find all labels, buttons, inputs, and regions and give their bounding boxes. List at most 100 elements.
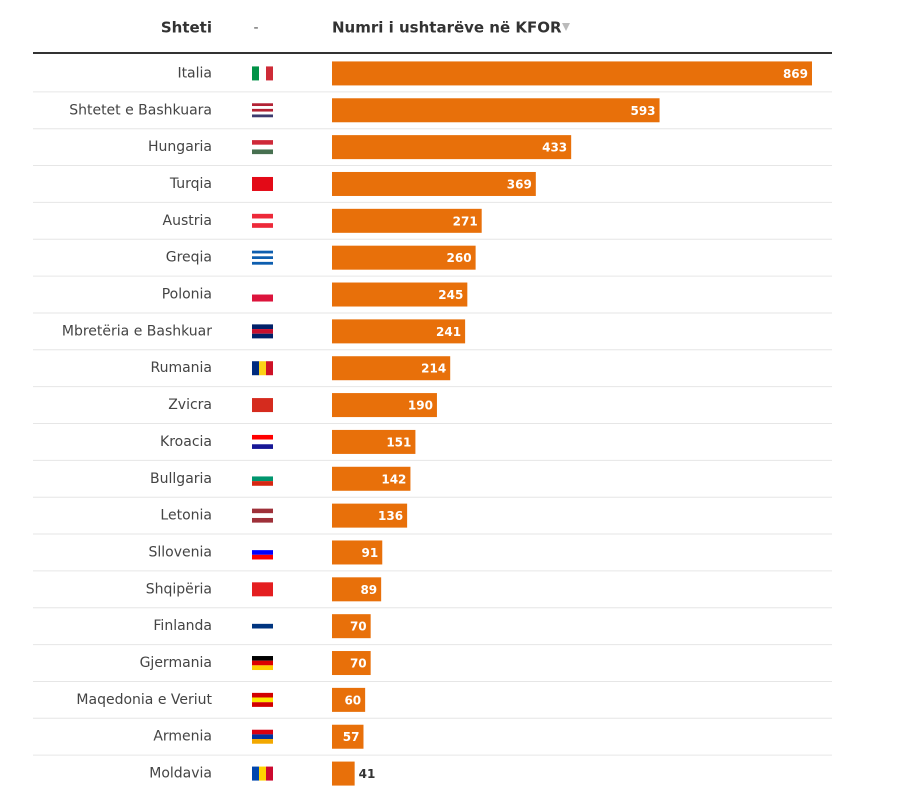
country-name: Greqia xyxy=(166,250,212,266)
column-header: - xyxy=(253,20,258,36)
bar xyxy=(332,429,416,454)
country-name: Armenia xyxy=(153,729,212,745)
bar xyxy=(332,651,371,676)
flag xyxy=(252,628,273,634)
flag xyxy=(252,253,273,257)
bar xyxy=(332,724,364,749)
flag xyxy=(252,517,273,523)
flag xyxy=(252,513,273,518)
bar xyxy=(332,135,572,160)
value-label: 190 xyxy=(408,399,433,413)
flag xyxy=(252,111,273,115)
column-header[interactable]: Numri i ushtarëve në KFOR xyxy=(332,19,562,37)
flag xyxy=(252,329,273,334)
value-label: 89 xyxy=(360,583,377,597)
flag xyxy=(252,739,273,744)
country-name: Hungaria xyxy=(148,139,212,155)
flag xyxy=(252,582,273,597)
flag xyxy=(252,766,259,781)
flag xyxy=(252,66,259,81)
value-label: 369 xyxy=(507,177,532,191)
value-label: 241 xyxy=(436,325,461,339)
country-name: Sllovenia xyxy=(149,544,212,560)
flag xyxy=(252,619,273,624)
value-label: 136 xyxy=(378,509,403,523)
flag xyxy=(252,508,273,514)
flag xyxy=(252,702,273,707)
country-name: Mbretëria e Bashkuar xyxy=(62,323,212,339)
flag xyxy=(252,103,273,107)
column-header: Shteti xyxy=(161,19,212,37)
bar xyxy=(332,356,451,381)
flag xyxy=(252,550,273,555)
flag xyxy=(259,766,266,781)
country-name: Austria xyxy=(163,213,212,229)
flag xyxy=(252,660,273,666)
bar xyxy=(332,282,468,307)
country-name: Gjermania xyxy=(140,655,212,671)
country-name: Kroacia xyxy=(160,434,212,450)
flag xyxy=(252,444,273,449)
bar xyxy=(332,245,476,270)
country-name: Finlanda xyxy=(153,618,212,634)
flag xyxy=(252,256,273,260)
value-label: 869 xyxy=(783,67,808,81)
country-name: Polonia xyxy=(162,287,212,303)
value-label: 57 xyxy=(343,730,360,744)
value-label: 60 xyxy=(344,693,361,707)
value-label: 70 xyxy=(350,657,367,671)
flag xyxy=(252,144,273,150)
flag xyxy=(252,665,273,671)
flag xyxy=(252,250,273,254)
country-name: Shqipëria xyxy=(146,581,212,597)
flag xyxy=(252,140,273,145)
value-label: 593 xyxy=(630,104,655,118)
value-label: 70 xyxy=(350,620,367,634)
country-name: Bullgaria xyxy=(150,471,212,487)
country-name: Rumania xyxy=(150,360,212,376)
bar xyxy=(332,61,812,86)
flag xyxy=(252,692,273,698)
flag xyxy=(252,398,273,413)
flag xyxy=(266,66,273,81)
flag xyxy=(252,439,273,445)
flag xyxy=(252,149,273,155)
flag xyxy=(252,213,273,219)
flag xyxy=(252,223,273,228)
flag xyxy=(252,361,259,376)
value-label: 245 xyxy=(438,288,463,302)
flag xyxy=(252,476,273,482)
flag xyxy=(259,361,266,376)
bar xyxy=(332,540,383,565)
country-name: Turqia xyxy=(169,176,212,192)
flag xyxy=(252,471,273,477)
flag xyxy=(252,434,273,440)
flag xyxy=(252,259,273,262)
flag xyxy=(266,361,273,376)
bar xyxy=(332,466,411,491)
country-name: Zvicra xyxy=(168,397,212,413)
flag xyxy=(252,481,273,486)
bar xyxy=(332,208,482,233)
bar xyxy=(332,319,466,344)
flag xyxy=(252,734,273,740)
bar xyxy=(332,761,355,786)
flag xyxy=(252,218,273,224)
value-label: 142 xyxy=(381,472,406,486)
flag xyxy=(252,333,273,339)
flag xyxy=(252,287,273,295)
bar xyxy=(332,503,408,528)
flag xyxy=(252,545,273,551)
value-label: 271 xyxy=(453,214,478,228)
flag xyxy=(252,324,273,330)
country-name: Moldavia xyxy=(149,766,212,782)
value-label: 433 xyxy=(542,141,567,155)
value-label: 151 xyxy=(386,435,411,449)
bar xyxy=(332,98,660,123)
flag xyxy=(252,108,273,112)
flag xyxy=(252,114,273,118)
sort-icon[interactable] xyxy=(562,23,570,31)
flag xyxy=(252,729,273,735)
